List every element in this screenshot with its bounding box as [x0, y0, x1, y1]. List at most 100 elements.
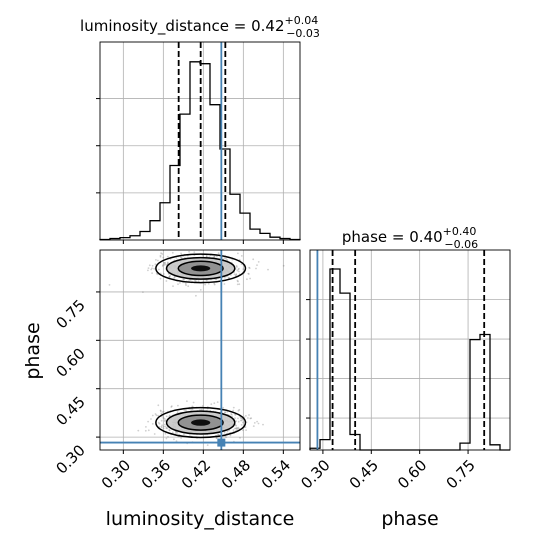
phase-histogram-frame: [309, 249, 511, 451]
contour-sample-point: [234, 413, 237, 416]
contour-sample-point: [176, 431, 179, 434]
contour-sample-point: [222, 406, 225, 409]
contour-sample-point: [235, 274, 238, 276]
contour-sample-point: [234, 427, 237, 430]
contour-sample-point: [151, 264, 154, 267]
phase-hist-xtick-label: 0.30: [297, 456, 333, 492]
contour-sample-point: [168, 276, 171, 279]
contour-sample-point: [247, 272, 250, 275]
contour-sample-point: [238, 270, 240, 273]
contour-sample-point: [176, 411, 179, 413]
contour-sample-point: [159, 254, 162, 257]
contour-sample-point: [182, 278, 185, 281]
luminosity-distance-title: luminosity_distance = 0.42+0.04 −0.03: [80, 14, 320, 40]
contour-sample-point: [240, 424, 243, 426]
contour-sample-point: [164, 418, 166, 420]
contour-sample-point: [151, 272, 154, 274]
contour-sample-point: [163, 264, 166, 266]
contour-sample-point: [150, 418, 152, 420]
contour-sample-point: [252, 425, 255, 427]
contour-sample-point: [201, 405, 204, 407]
contour-sample-point: [224, 276, 226, 279]
contour-sample-point: [210, 403, 213, 406]
phase-hist-xtick-label: 0.45: [346, 456, 382, 492]
contour-sample-point: [248, 267, 251, 269]
contour-panel-frame: [99, 249, 301, 451]
contour-sample-point: [157, 421, 160, 424]
contour-sample-point: [249, 417, 252, 420]
contour-sample-point: [165, 427, 168, 430]
contour-sample-point: [213, 282, 216, 285]
contour-sample-point: [256, 264, 258, 266]
contour-sample-point: [229, 434, 232, 437]
contour-sample-point: [147, 269, 149, 272]
contour-sample-point: [164, 262, 167, 264]
contour-sample-point: [230, 274, 232, 276]
contour-sample-point: [225, 436, 228, 439]
contour-sample-point: [235, 273, 238, 276]
contour-sample-point: [238, 283, 241, 286]
contour-sample-point: [205, 255, 208, 258]
contour-sample-point: [154, 413, 157, 415]
contour-sample-point: [248, 266, 251, 269]
contour-sample-point: [230, 413, 233, 415]
contour-sample-point: [238, 408, 241, 411]
contour-sample-point: [242, 429, 244, 432]
contour-sample-point: [168, 275, 171, 278]
contour-sample-point: [150, 268, 153, 271]
contour-sample-point: [242, 421, 244, 424]
contour-sample-point: [185, 284, 187, 286]
contour-sample-point: [162, 410, 165, 413]
contour-sample-point: [230, 413, 233, 416]
contour-sample-point: [165, 280, 168, 282]
contour-sample-point: [171, 251, 174, 254]
contour-sample-point: [216, 255, 218, 258]
contour-sample-point: [257, 261, 260, 263]
contour-sample-point: [147, 429, 150, 432]
contour-sample-point: [157, 259, 159, 262]
contour-sample-point: [157, 414, 160, 417]
contour-sample-point: [239, 419, 242, 422]
contour-sample-point: [167, 436, 169, 438]
contour-sample-point: [249, 277, 252, 280]
contour-xtick-label: 0.48: [218, 456, 254, 492]
contour-sample-point: [200, 408, 203, 411]
contour-sample-point: [202, 255, 205, 257]
contour-sample-point: [237, 280, 239, 283]
contour-sample-point: [223, 257, 226, 259]
contour-sample-point: [147, 267, 150, 269]
contour-sample-point: [240, 416, 242, 419]
contour-sample-point: [164, 425, 167, 428]
contour-sample-point: [237, 420, 240, 423]
contour-sample-point: [191, 405, 194, 408]
contour-xtick-label: 0.42: [178, 456, 214, 492]
contour-sample-point: [153, 267, 156, 270]
contour-sample-point: [226, 411, 229, 413]
contour-sample-point: [151, 267, 153, 270]
contour-sample-point: [142, 291, 144, 293]
contour-sample-point: [159, 277, 162, 280]
contour-sample-point: [237, 409, 240, 412]
contour-sample-point: [236, 283, 239, 286]
contour-sample-point: [165, 437, 168, 440]
contour-sample-point: [161, 411, 164, 413]
contour-ytick-label: 0.60: [52, 344, 88, 380]
contour-sample-point: [175, 432, 177, 435]
contour-sample-point: [192, 401, 195, 404]
contour-sample-point: [163, 262, 166, 264]
contour-sample-point: [177, 283, 179, 286]
contour-sample-point: [213, 255, 216, 258]
contour-sample-point: [148, 264, 151, 267]
contour-sample-point: [215, 437, 218, 440]
contour-sample-point: [235, 265, 238, 267]
contour-sample-point: [255, 267, 257, 270]
contour-sample-point: [190, 409, 193, 411]
phase-histogram-step: [309, 268, 510, 451]
contour-sample-point: [164, 420, 166, 422]
contour-sample-point: [185, 409, 187, 412]
contour-sample-point: [168, 275, 171, 278]
contour-sample-point: [175, 440, 178, 443]
contour-sample-point: [187, 285, 190, 288]
contour-sample-point: [166, 427, 169, 430]
